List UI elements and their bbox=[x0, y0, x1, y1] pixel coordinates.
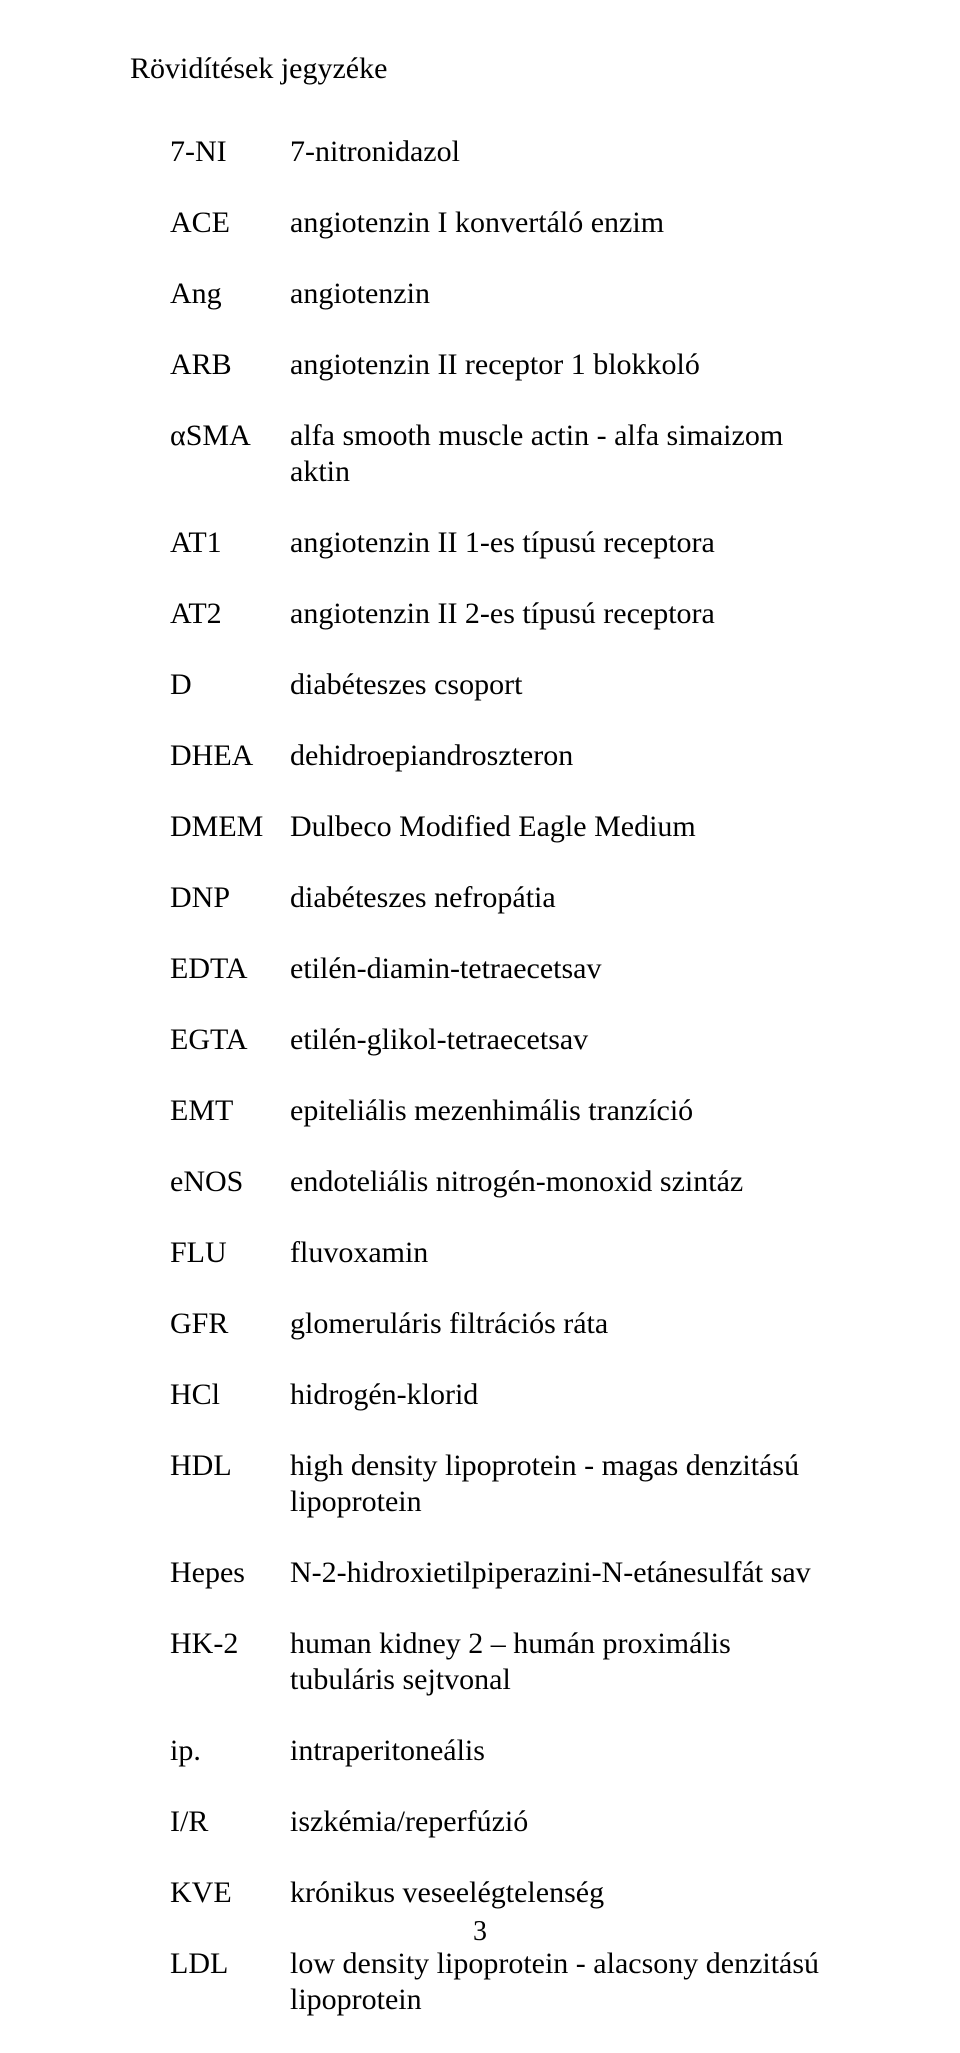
abbrev-row: FLUfluvoxamin bbox=[130, 1235, 830, 1271]
abbrev-definition: angiotenzin II receptor 1 blokkoló bbox=[290, 347, 830, 383]
abbrev-definition: low density lipoprotein - alacsony denzi… bbox=[290, 1946, 830, 2018]
abbrev-definition: high density lipoprotein - magas denzitá… bbox=[290, 1448, 830, 1520]
abbrev-row: HDLhigh density lipoprotein - magas denz… bbox=[130, 1448, 830, 1520]
abbrev-definition: human kidney 2 – humán proximális tubulá… bbox=[290, 1626, 830, 1698]
abbrev-term: ACE bbox=[130, 205, 290, 241]
abbrev-term: AT1 bbox=[130, 525, 290, 561]
abbrev-term: αSMA bbox=[130, 418, 290, 454]
abbrev-definition: Dulbeco Modified Eagle Medium bbox=[290, 809, 830, 845]
abbrev-term: eNOS bbox=[130, 1164, 290, 1200]
abbrev-definition: etilén-diamin-tetraecetsav bbox=[290, 951, 830, 987]
abbrev-definition: angiotenzin bbox=[290, 276, 830, 312]
abbrev-definition: intraperitoneális bbox=[290, 1733, 830, 1769]
abbrev-term: Hepes bbox=[130, 1555, 290, 1591]
abbrev-row: DNPdiabéteszes nefropátia bbox=[130, 880, 830, 916]
abbrev-definition: iszkémia/reperfúzió bbox=[290, 1804, 830, 1840]
abbrev-term: D bbox=[130, 667, 290, 703]
abbrev-term: HCl bbox=[130, 1377, 290, 1413]
abbrev-definition: angiotenzin I konvertáló enzim bbox=[290, 205, 830, 241]
abbrev-definition: angiotenzin II 2-es típusú receptora bbox=[290, 596, 830, 632]
abbrev-row: 7-NI7-nitronidazol bbox=[130, 134, 830, 170]
abbrev-term: Ang bbox=[130, 276, 290, 312]
abbrev-term: FLU bbox=[130, 1235, 290, 1271]
abbrev-definition: 7-nitronidazol bbox=[290, 134, 830, 170]
abbrev-term: DHEA bbox=[130, 738, 290, 774]
abbrev-definition: krónikus veseelégtelenség bbox=[290, 1875, 830, 1911]
abbrev-row: DHEAdehidroepiandroszteron bbox=[130, 738, 830, 774]
page-title: Rövidítések jegyzéke bbox=[130, 52, 830, 86]
abbrev-row: HK-2human kidney 2 – humán proximális tu… bbox=[130, 1626, 830, 1698]
abbrev-row: HepesN-2-hidroxietilpiperazini-N-etánesu… bbox=[130, 1555, 830, 1591]
abbrev-definition: endoteliális nitrogén-monoxid szintáz bbox=[290, 1164, 830, 1200]
abbrev-definition: diabéteszes nefropátia bbox=[290, 880, 830, 916]
abbrev-row: AT1angiotenzin II 1-es típusú receptora bbox=[130, 525, 830, 561]
abbrev-definition: N-2-hidroxietilpiperazini-N-etánesulfát … bbox=[290, 1555, 830, 1591]
abbrev-definition: etilén-glikol-tetraecetsav bbox=[290, 1022, 830, 1058]
abbrev-row: I/Riszkémia/reperfúzió bbox=[130, 1804, 830, 1840]
abbrev-row: ARBangiotenzin II receptor 1 blokkoló bbox=[130, 347, 830, 383]
abbrev-row: eNOSendoteliális nitrogén-monoxid szintá… bbox=[130, 1164, 830, 1200]
abbrev-row: GFRglomeruláris filtrációs ráta bbox=[130, 1306, 830, 1342]
abbrev-row: ip.intraperitoneális bbox=[130, 1733, 830, 1769]
abbrev-term: I/R bbox=[130, 1804, 290, 1840]
abbrev-definition: epiteliális mezenhimális tranzíció bbox=[290, 1093, 830, 1129]
abbrev-definition: hidrogén-klorid bbox=[290, 1377, 830, 1413]
abbrev-term: DNP bbox=[130, 880, 290, 916]
abbrev-term: KVE bbox=[130, 1875, 290, 1911]
abbrev-definition: diabéteszes csoport bbox=[290, 667, 830, 703]
abbrev-definition: angiotenzin II 1-es típusú receptora bbox=[290, 525, 830, 561]
abbrev-term: EGTA bbox=[130, 1022, 290, 1058]
abbrev-row: EGTAetilén-glikol-tetraecetsav bbox=[130, 1022, 830, 1058]
abbrev-row: LDLlow density lipoprotein - alacsony de… bbox=[130, 1946, 830, 2018]
abbrev-term: LDL bbox=[130, 1946, 290, 1982]
abbrev-row: EMTepiteliális mezenhimális tranzíció bbox=[130, 1093, 830, 1129]
abbrev-term: ARB bbox=[130, 347, 290, 383]
abbrev-term: HDL bbox=[130, 1448, 290, 1484]
abbrev-row: AT2angiotenzin II 2-es típusú receptora bbox=[130, 596, 830, 632]
abbrev-row: HClhidrogén-klorid bbox=[130, 1377, 830, 1413]
abbrev-term: EDTA bbox=[130, 951, 290, 987]
abbrev-row: KVEkrónikus veseelégtelenség bbox=[130, 1875, 830, 1911]
abbrev-definition: alfa smooth muscle actin - alfa simaizom… bbox=[290, 418, 830, 490]
abbrev-definition: fluvoxamin bbox=[290, 1235, 830, 1271]
abbrev-definition: glomeruláris filtrációs ráta bbox=[290, 1306, 830, 1342]
abbrev-row: DMEMDulbeco Modified Eagle Medium bbox=[130, 809, 830, 845]
abbrev-row: Ddiabéteszes csoport bbox=[130, 667, 830, 703]
abbrev-term: ip. bbox=[130, 1733, 290, 1769]
page-number: 3 bbox=[0, 1916, 960, 1948]
abbrev-definition: dehidroepiandroszteron bbox=[290, 738, 830, 774]
abbrev-term: EMT bbox=[130, 1093, 290, 1129]
abbrev-row: Angangiotenzin bbox=[130, 276, 830, 312]
abbreviation-list: 7-NI7-nitronidazolACEangiotenzin I konve… bbox=[130, 134, 830, 2018]
abbrev-row: αSMAalfa smooth muscle actin - alfa sima… bbox=[130, 418, 830, 490]
abbrev-term: HK-2 bbox=[130, 1626, 290, 1662]
abbrev-row: ACEangiotenzin I konvertáló enzim bbox=[130, 205, 830, 241]
abbrev-row: EDTAetilén-diamin-tetraecetsav bbox=[130, 951, 830, 987]
abbrev-term: GFR bbox=[130, 1306, 290, 1342]
abbrev-term: 7-NI bbox=[130, 134, 290, 170]
abbrev-term: AT2 bbox=[130, 596, 290, 632]
abbrev-term: DMEM bbox=[130, 809, 290, 845]
